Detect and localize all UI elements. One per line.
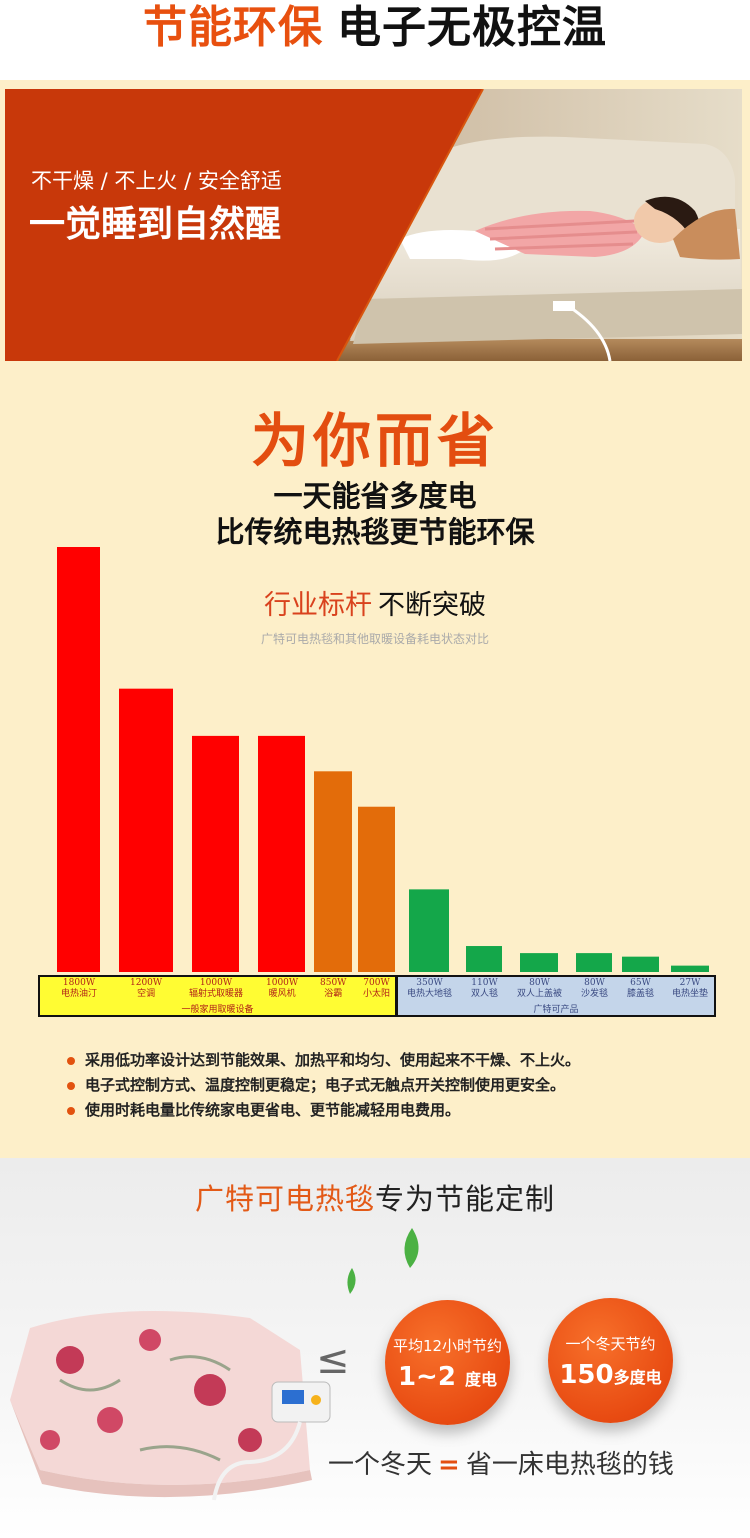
legend-device-name: 暖风机: [268, 989, 296, 999]
legend-wattage: 350W: [416, 978, 443, 988]
chart-subtitle: 广特可电热毯和其他取暖设备耗电状态对比: [260, 632, 489, 646]
legend-wattage: 850W: [320, 978, 347, 988]
badge-label: 平均12小时节约: [392, 1337, 503, 1355]
savings-badge-winter: 一个冬天节约 150多度电: [548, 1298, 673, 1423]
legend-cell-6: 700W 小太阳: [363, 978, 390, 1000]
legend-cell-4: 1000W 暖风机: [266, 978, 298, 1000]
legend-wattage: 700W: [363, 978, 390, 988]
chart-title-rest: 不断突破: [378, 590, 486, 621]
legend-cell-3: 1000W 辐射式取暖器: [189, 978, 243, 1000]
legend-cell-12: 27W 电热坐垫: [672, 978, 708, 1000]
badge-value: 1~2 度电: [397, 1362, 498, 1392]
legend-device-name: 双人上盖被: [517, 989, 563, 999]
legend-cell-11: 65W 膝盖毯: [627, 978, 654, 1000]
chart-bar-4: [258, 735, 305, 972]
legend-wattage: 80W: [584, 978, 605, 988]
chart-bar-9: [520, 953, 558, 972]
list-item: 电子式控制方式、温度控制更稳定；电子式无触点开关控制使用更安全。: [64, 1073, 744, 1098]
legend-device-name: 沙发毯: [581, 989, 609, 999]
hero-photo-woman-on-sofa: [5, 89, 742, 361]
energy-custom-title: 广特可电热毯专为节能定制: [0, 1180, 750, 1218]
legend-wattage: 1200W: [130, 978, 163, 988]
savings-badge-12-hours: 平均12小时节约 1~2 度电: [385, 1300, 510, 1425]
chart-bar-3: [192, 735, 239, 972]
legend-cell-9: 80W 双人上盖被: [517, 978, 562, 1000]
legend-device-name: 空调: [137, 989, 156, 999]
legend-wattage: 27W: [679, 978, 701, 988]
legend-device-name: 电热大地毯: [407, 989, 453, 999]
legend-product-devices: 广特可产品 350W 电热大地毯 110W 双人毯 80W 双人上盖被 80W 沙发毯 65W 膝…: [396, 975, 716, 1017]
legend-wattage: 80W: [529, 978, 550, 988]
power-comparison-chart: [57, 547, 709, 972]
legend-cell-5: 850W 浴霸: [320, 978, 346, 1000]
hero-subtitle: 不干燥 / 不上火 / 安全舒适: [31, 169, 282, 193]
list-item: 采用低功率设计达到节能效果、加热平和均匀、使用起来不干燥、不上火。: [64, 1048, 744, 1073]
savings-equation: 一个冬天 = 省一床电热毯的钱: [328, 1448, 674, 1482]
legend-device-name: 双人毯: [471, 989, 499, 999]
chart-bar-6: [358, 806, 395, 972]
less-than-or-equal-icon: ≤: [316, 1337, 350, 1383]
equation-right: 省一床电热毯的钱: [465, 1450, 674, 1480]
chart-bar-7: [409, 889, 449, 972]
legend-device-name: 浴霸: [324, 989, 343, 999]
legend-cell-8: 110W 双人毯: [471, 978, 498, 1000]
legend-household-devices: 一般家用取暖设备 1800W 电热油汀 1200W 空调 1000W 辐射式取暖器 1000…: [38, 975, 397, 1017]
save-line-1: 一天能省多度电: [273, 479, 477, 513]
save-title: 为你而省: [250, 407, 499, 475]
chart-bar-5: [314, 771, 352, 972]
legend-wattage: 65W: [630, 978, 651, 988]
legend-group-label: 广特可产品: [533, 1005, 579, 1015]
page-title-highlight: 节能环保: [143, 2, 323, 53]
chart-bar-8: [466, 946, 502, 972]
save-line-2: 比传统电热毯更节能环保: [215, 515, 535, 549]
page-title: 节能环保 电子无极控温: [0, 0, 750, 56]
legend-cell-2: 1200W 空调: [130, 978, 162, 1000]
chart-title-highlight: 行业标杆: [264, 590, 372, 621]
legend-wattage: 110W: [471, 978, 498, 988]
legend-wattage: 1000W: [266, 978, 299, 988]
legend-device-name: 电热坐垫: [672, 989, 709, 999]
legend-cell-7: 350W 电热大地毯: [407, 978, 452, 1000]
badge-label: 一个冬天节约: [565, 1335, 656, 1353]
chart-bar-1: [57, 547, 100, 972]
electric-blanket-illustration: [10, 1228, 419, 1501]
hero-headline: 一觉睡到自然醒: [29, 204, 282, 245]
equals-icon: =: [438, 1450, 460, 1480]
legend-cell-1: 1800W 电热油汀: [61, 978, 97, 1000]
legend-device-name: 膝盖毯: [627, 989, 655, 999]
chart-bar-11: [622, 956, 659, 972]
legend-wattage: 1800W: [62, 978, 96, 988]
legend-device-name: 电热油汀: [61, 989, 98, 999]
list-item: 使用时耗电量比传统家电更省电、更节能减轻用电费用。: [64, 1098, 744, 1123]
bullet-dot-icon: [67, 1107, 75, 1115]
feature-list: 采用低功率设计达到节能效果、加热平和均匀、使用起来不干燥、不上火。 电子式控制方…: [64, 1048, 744, 1123]
legend-device-name: 辐射式取暖器: [189, 989, 244, 999]
badge-value: 150多度电: [559, 1360, 662, 1390]
bullet-dot-icon: [67, 1057, 75, 1065]
bullet-dot-icon: [67, 1082, 75, 1090]
page-header: 节能环保 电子无极控温: [0, 0, 750, 80]
page-title-rest: 电子无极控温: [337, 2, 607, 53]
legend-wattage: 1000W: [199, 978, 233, 988]
legend-group-label: 一般家用取暖设备: [181, 1005, 254, 1015]
energy-custom-title-highlight: 广特可电热毯: [194, 1182, 375, 1216]
equation-left: 一个冬天: [328, 1450, 433, 1480]
legend-cell-10: 80W 沙发毯: [581, 978, 608, 1000]
chart-bar-2: [119, 688, 173, 972]
hero-banner: 不干燥 / 不上火 / 安全舒适 一觉睡到自然醒: [5, 89, 742, 361]
chart-bar-12: [671, 965, 709, 972]
legend-device-name: 小太阳: [363, 989, 391, 999]
chart-bar-10: [576, 953, 612, 972]
chart-title: 行业标杆 不断突破: [0, 588, 750, 624]
energy-custom-title-rest: 专为节能定制: [375, 1182, 556, 1216]
